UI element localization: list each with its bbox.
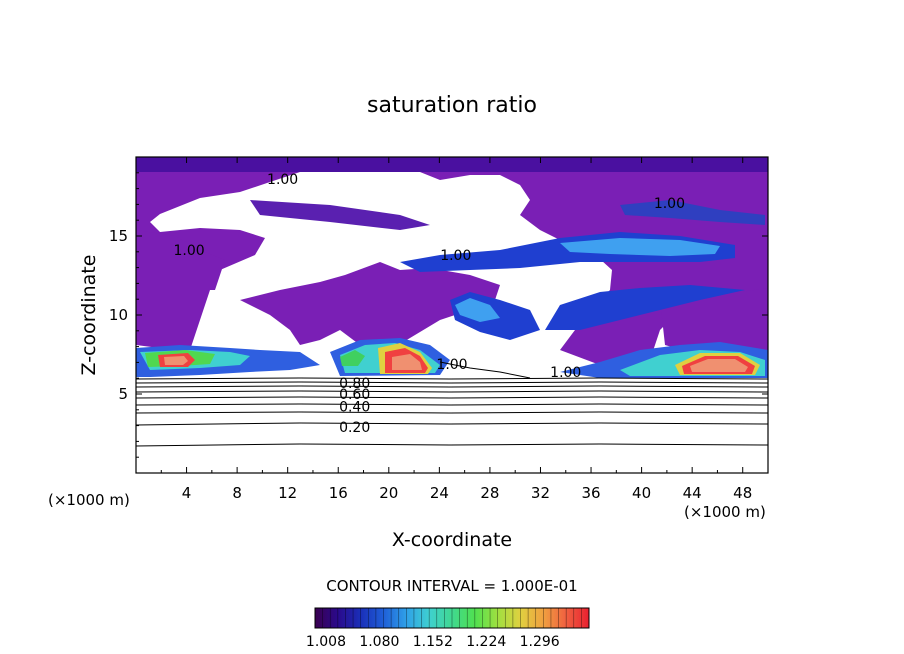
contour-label: 1.00 — [654, 196, 685, 212]
contour-label: 1.00 — [267, 172, 298, 188]
x-tick-label: 48 — [733, 484, 752, 502]
contour-label: 0.80 — [339, 376, 370, 392]
contour-0.30 — [136, 411, 768, 414]
x-unit-label-left: (×1000 m) — [48, 491, 130, 509]
blue-bands — [250, 200, 765, 340]
contour-label: 1.00 — [174, 243, 205, 259]
contour-0.60 — [136, 390, 768, 393]
contour-0.80 — [136, 381, 768, 384]
contour-interval-label: CONTOUR INTERVAL = 1.000E-01 — [326, 577, 577, 595]
x-tick-label: 36 — [581, 484, 600, 502]
x-tick-label: 4 — [182, 484, 192, 502]
colorbar: 1.008 1.080 1.152 1.224 1.296 — [306, 607, 590, 650]
x-axis-label: X-coordinate — [392, 529, 512, 551]
salmon-core-right — [690, 359, 748, 372]
subsaturated-contours — [136, 361, 768, 447]
blue-band-topleft — [250, 200, 430, 230]
purple-region-left-upper — [136, 230, 225, 290]
x-tick-label: 44 — [683, 484, 702, 502]
x-tick-label: 20 — [379, 484, 398, 502]
colorbar-tick-label: 1.224 — [466, 634, 506, 650]
contour-label: 0.20 — [339, 420, 370, 436]
lightblue-band-upper — [560, 238, 720, 256]
y-tick-label: 15 — [109, 227, 128, 245]
colorbar-tick-label: 1.008 — [306, 634, 346, 650]
contour-0.40 — [136, 403, 768, 406]
low-level-cloud-layer — [136, 338, 768, 378]
x-tick-label: 12 — [278, 484, 297, 502]
contour-0.70 — [136, 385, 768, 388]
x-tick-label: 8 — [232, 484, 242, 502]
x-tick-label: 16 — [329, 484, 348, 502]
y-tick-label: 5 — [118, 385, 128, 403]
blue-band-right — [545, 285, 745, 330]
x-axis-ticks: 4 8 12 16 20 24 28 32 36 40 44 48 — [160, 157, 752, 502]
colorbar-ticks: 1.008 1.080 1.152 1.224 1.296 — [306, 608, 582, 650]
contour-0.90 — [136, 377, 768, 380]
green-blob-center — [340, 350, 365, 366]
purple-region-right — [660, 288, 768, 360]
purple-region-mid — [240, 262, 500, 350]
contour-label: 1.00 — [550, 365, 581, 381]
x-unit-label-right: (×1000 m) — [684, 503, 766, 521]
x-tick-label: 24 — [430, 484, 449, 502]
y-tick-label: 10 — [109, 306, 128, 324]
x-tick-label: 32 — [531, 484, 550, 502]
contour-1.00-lower — [439, 361, 531, 379]
contour-label: 0.40 — [339, 400, 370, 416]
y-axis-ticks: 5 10 15 — [109, 172, 768, 458]
deep-purple-band-top — [136, 157, 768, 172]
contour-label: 1.00 — [436, 357, 467, 373]
lightblue-patch-mid — [455, 298, 500, 322]
colorbar-tick-label: 1.296 — [520, 634, 560, 650]
contour-labels: 1.00 1.00 1.00 1.00 1.00 1.00 0.800.600.40 0.20 — [174, 172, 685, 436]
contour-0.20 — [136, 422, 768, 426]
contour-label: 1.00 — [440, 248, 471, 264]
blue-band-topright — [620, 200, 765, 225]
contour-0.50 — [136, 396, 768, 399]
colorbar-tick-label: 1.080 — [359, 634, 399, 650]
salmon-core-center — [392, 354, 422, 370]
colorbar-tick-label: 1.152 — [413, 634, 453, 650]
salmon-core-left — [164, 356, 188, 365]
y-axis-label: Z-coordinate — [78, 255, 100, 376]
contour-0.10 — [136, 443, 768, 447]
contour-label: 0.60 — [339, 387, 370, 403]
x-tick-label: 28 — [480, 484, 499, 502]
chart-title: saturation ratio — [367, 93, 537, 118]
x-tick-label: 40 — [632, 484, 651, 502]
plot-area: 1.00 1.00 1.00 1.00 1.00 1.00 0.800.600.40 0.20 — [136, 157, 768, 473]
